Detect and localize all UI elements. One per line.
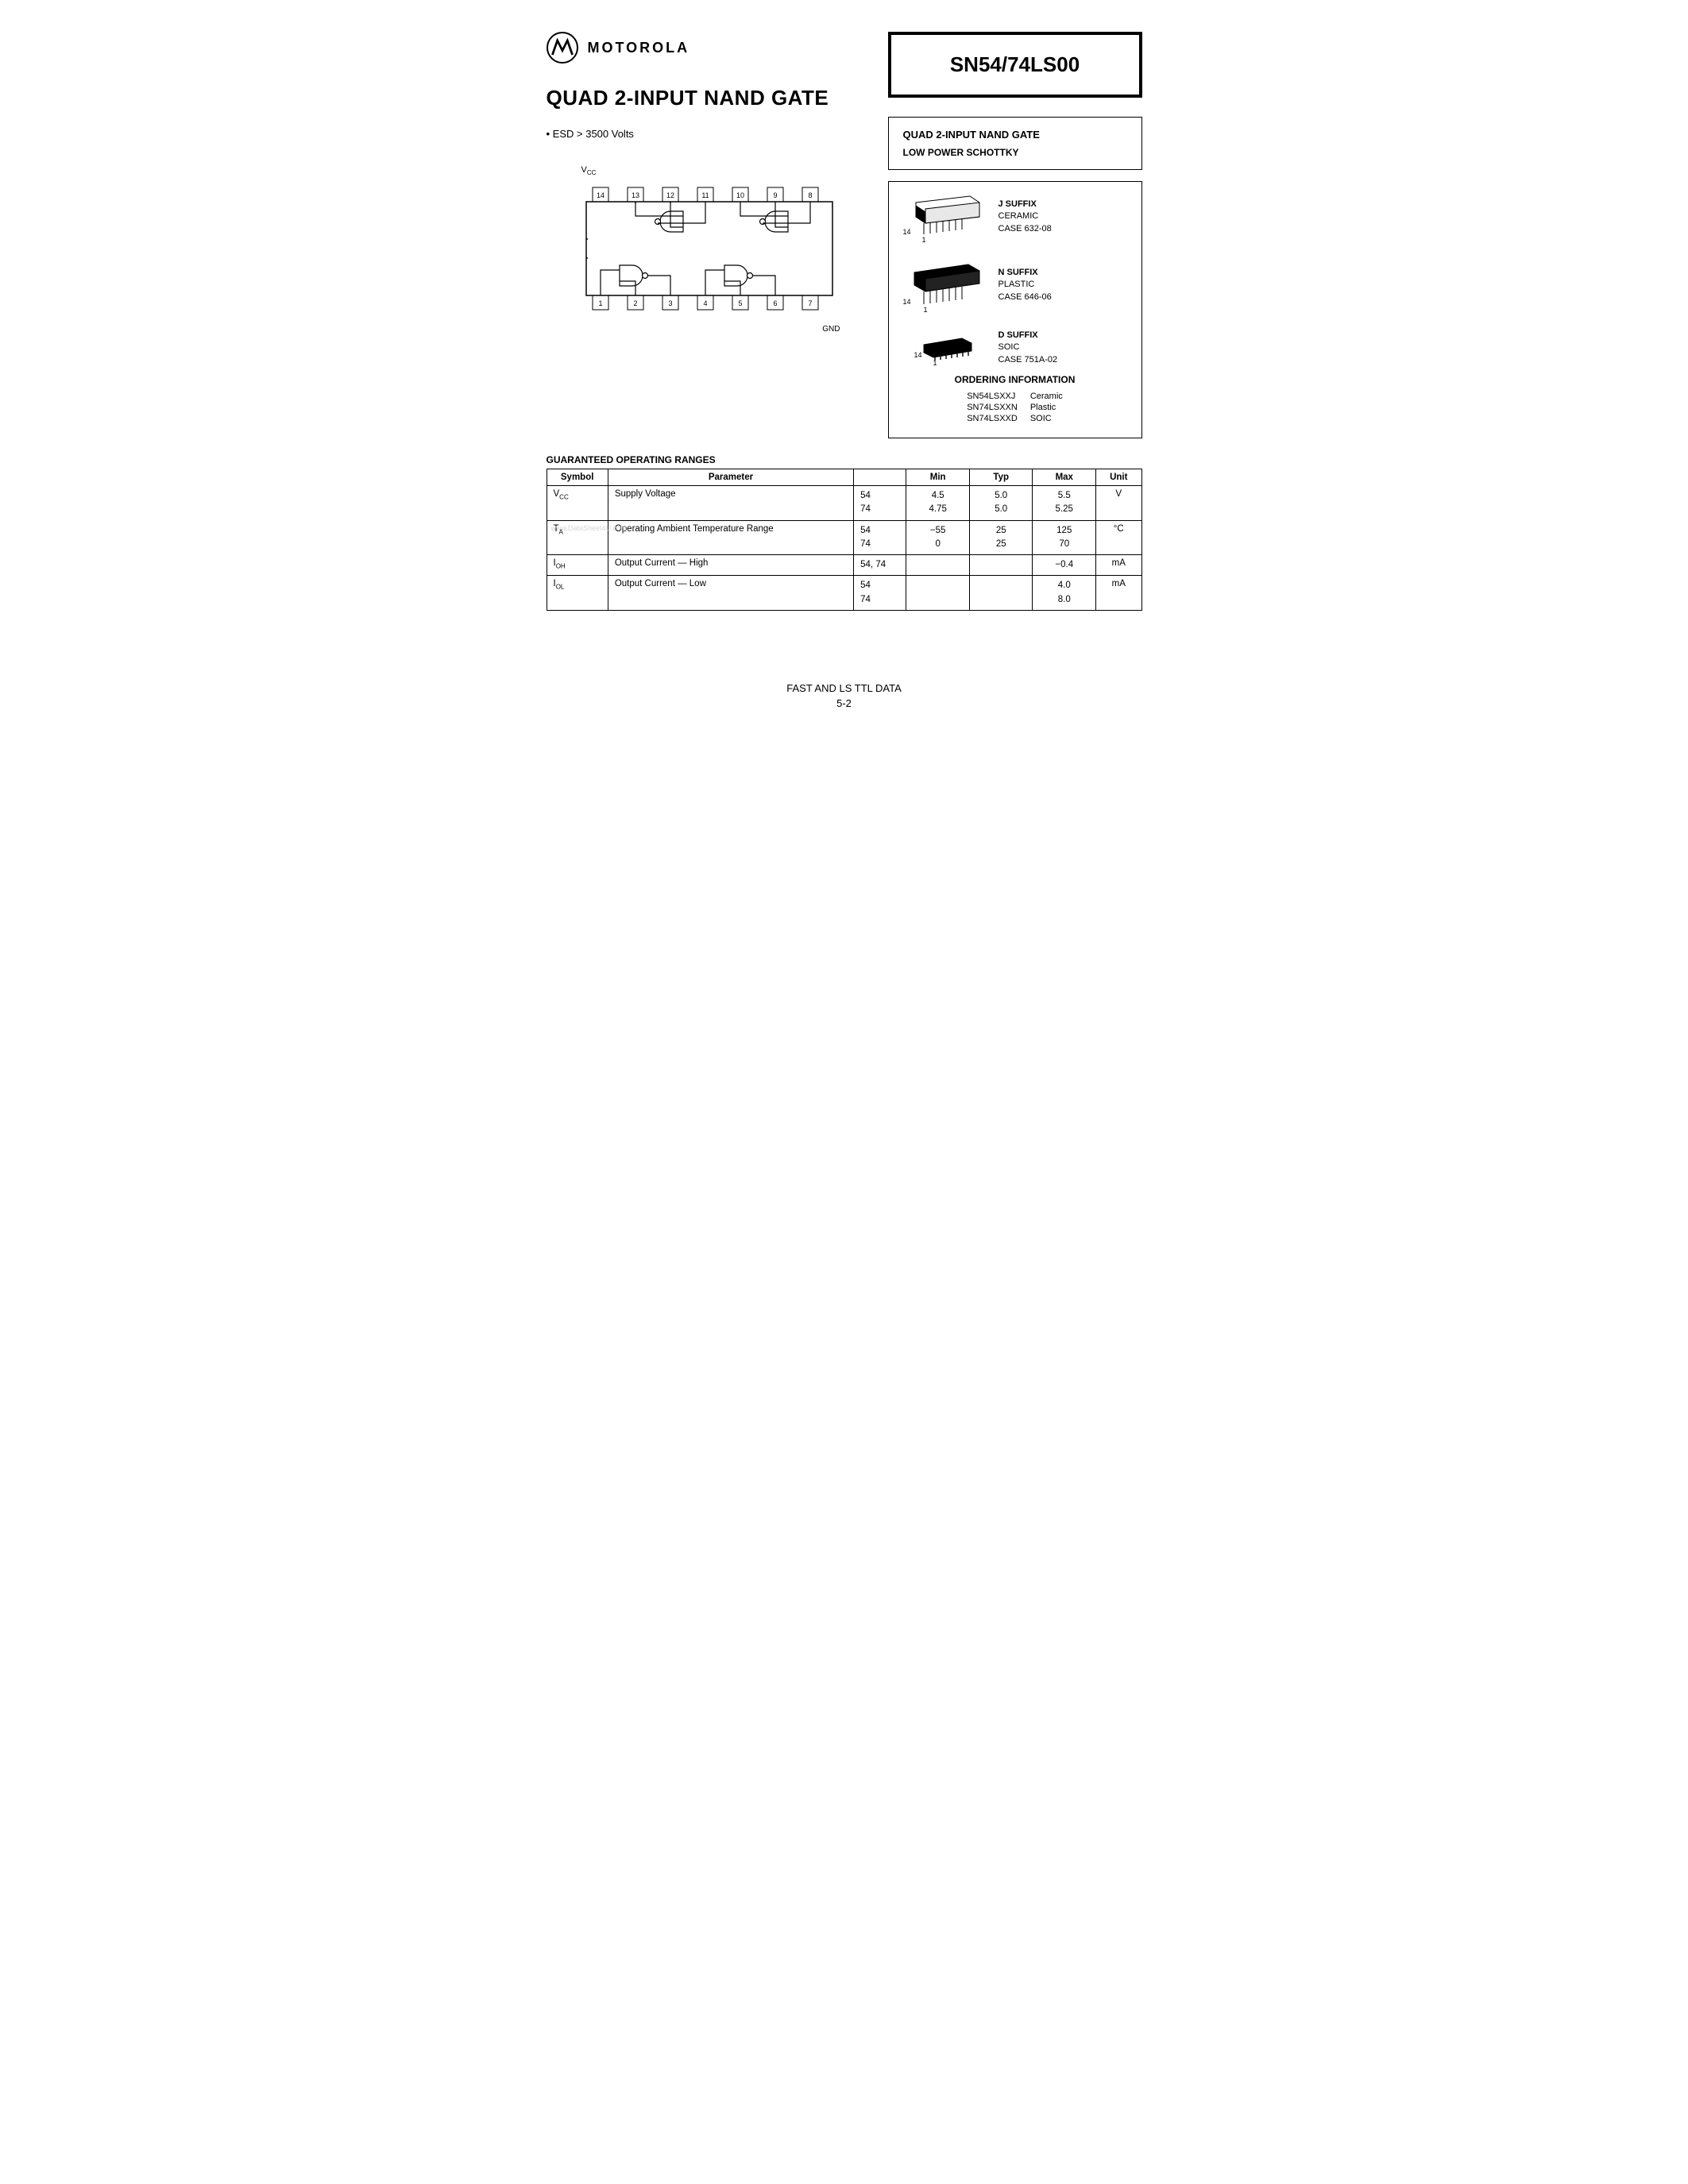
page-title: QUAD 2-INPUT NAND GATE [547,86,864,110]
brand-name: MOTOROLA [588,40,690,56]
packages-box: 14 1 J SUFFIX CERAMIC CASE 632-08 [888,181,1142,438]
svg-text:14: 14 [596,191,604,199]
top-pins: 14 13 12 11 10 9 8 [593,187,818,202]
ordering-rows: SN54LSXXJCeramic SN74LSXXNPlastic SN74LS… [900,392,1130,423]
description-title: QUAD 2-INPUT NAND GATE [903,129,1127,141]
package-text-j: J SUFFIX CERAMIC CASE 632-08 [999,199,1052,235]
package-text-d: D SUFFIX SOIC CASE 751A-02 [999,330,1058,366]
motorola-logo-icon [547,32,578,64]
svg-text:8: 8 [808,191,812,199]
footer-line: FAST AND LS TTL DATA [547,682,1142,694]
description-subtitle: LOW POWER SCHOTTKY [903,147,1127,158]
soic-icon: 14 1 [900,330,987,365]
svg-text:11: 11 [701,191,709,199]
svg-text:4: 4 [703,299,707,307]
esd-note: ESD > 3500 Volts [547,128,864,140]
svg-text:3: 3 [668,299,672,307]
table-header-row: Symbol Parameter Min Typ Max Unit [547,469,1141,486]
operating-ranges-table: Symbol Parameter Min Typ Max Unit VCCSup… [547,469,1142,611]
package-row-j: 14 1 J SUFFIX CERAMIC CASE 632-08 [900,193,1130,241]
watermark: www.DataSheet4U.com [551,524,627,532]
svg-text:9: 9 [773,191,777,199]
part-number-box: SN54/74LS00 [888,32,1142,98]
logo-row: MOTOROLA [547,32,864,64]
package-text-n: N SUFFIX PLASTIC CASE 646-06 [999,267,1052,303]
footer: FAST AND LS TTL DATA 5-2 [547,682,1142,709]
plastic-dip-icon: 14 1 [900,261,987,309]
gnd-label: GND [822,325,840,334]
svg-text:5: 5 [738,299,742,307]
svg-text:13: 13 [631,191,639,199]
svg-text:6: 6 [773,299,777,307]
ceramic-dip-icon: 14 1 [900,193,987,241]
svg-text:1: 1 [598,299,602,307]
description-box: QUAD 2-INPUT NAND GATE LOW POWER SCHOTTK… [888,117,1142,170]
svg-text:7: 7 [808,299,812,307]
svg-text:10: 10 [736,191,744,199]
table-row: TAOperating Ambient Temperature Range547… [547,520,1141,555]
page-number: 5-2 [547,697,1142,709]
table-row: VCCSupply Voltage54744.54.755.05.05.55.2… [547,486,1141,521]
package-row-d: 14 1 D SUFFIX SOIC CASE 751A-02 [900,330,1130,366]
vcc-label: VCC [581,165,597,176]
pin-diagram: VCC 14 13 12 11 10 9 8 1 [578,179,840,321]
bottom-pins: 1 2 3 4 5 6 7 [593,295,818,310]
ordering-title: ORDERING INFORMATION [900,374,1130,385]
table-row: IOLOutput Current — Low54744.08.0mA [547,576,1141,611]
table-title: GUARANTEED OPERATING RANGES [547,454,1142,465]
table-row: IOHOutput Current — High54, 74−0.4mA [547,555,1141,576]
svg-text:12: 12 [666,191,674,199]
motorola-m-icon [548,33,577,62]
chip-diagram-svg: 14 13 12 11 10 9 8 1 2 3 4 5 6 7 [578,179,840,318]
package-row-n: 14 1 N SUFFIX PLASTIC CASE 646-06 [900,261,1130,309]
svg-text:2: 2 [633,299,637,307]
